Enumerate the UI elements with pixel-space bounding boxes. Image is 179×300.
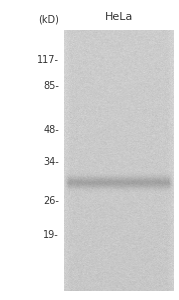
Text: 48-: 48- xyxy=(43,125,59,136)
Text: (kD): (kD) xyxy=(38,14,59,24)
Text: HeLa: HeLa xyxy=(105,13,133,22)
Text: 26-: 26- xyxy=(43,196,59,206)
Text: 34-: 34- xyxy=(43,157,59,167)
Text: 117-: 117- xyxy=(37,55,59,65)
Text: 19-: 19- xyxy=(43,230,59,240)
Text: 85-: 85- xyxy=(43,81,59,91)
